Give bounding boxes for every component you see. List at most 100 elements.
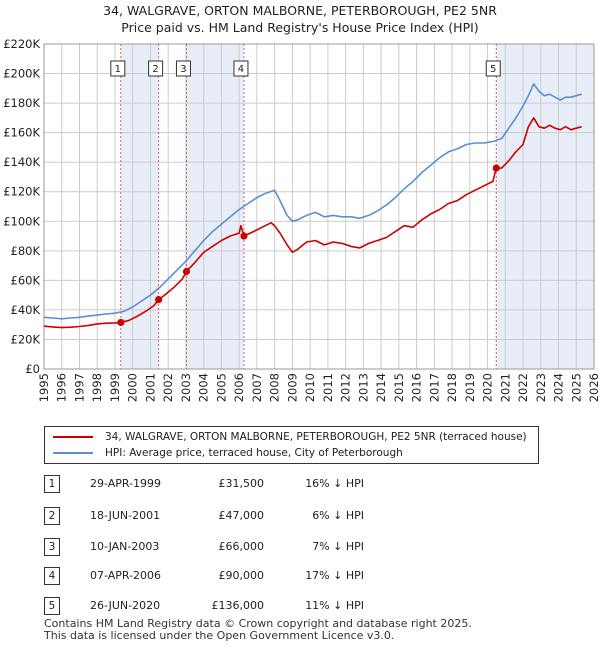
x-tick-label: 1997	[72, 373, 86, 402]
sale-point	[182, 267, 191, 276]
y-tick-label: £140K	[3, 155, 40, 169]
sale-point	[240, 232, 248, 240]
chart-title: 34, WALGRAVE, ORTON MALBORNE, PETERBOROU…	[103, 3, 497, 18]
legend-item-property: 34, WALGRAVE, ORTON MALBORNE, PETERBOROU…	[53, 429, 527, 445]
transaction-hpi-diff: 17% ↓ HPI	[305, 569, 364, 582]
legend-item-hpi: HPI: Average price, terraced house, City…	[53, 445, 403, 461]
x-tick-label: 2014	[374, 373, 388, 402]
sale-point	[155, 295, 163, 304]
x-tick-label: 2020	[481, 373, 495, 402]
legend-label-hpi: HPI: Average price, terraced house, City…	[105, 447, 403, 459]
sale-label-frame	[485, 60, 501, 77]
transaction-date: 07-APR-2006	[90, 569, 162, 582]
sale-label-number: 4	[238, 64, 244, 75]
y-tick-label: £200K	[3, 67, 40, 81]
transaction-row: 3 10-JAN-2003 £66,000 7% ↓ HPI	[44, 538, 564, 558]
y-tick-label: £0	[25, 362, 40, 376]
x-tick-label: 2005	[214, 373, 228, 402]
sale-label-number: 2	[152, 64, 158, 75]
legend-swatch-property	[53, 436, 93, 438]
transaction-price: £136,000	[211, 599, 265, 612]
price-chart: £0 £20K £40K £60K £80K £100K £120K £140K £160K £1…	[3, 37, 600, 402]
x-tick-label: 2026	[587, 373, 600, 402]
sale-label-box: 3	[175, 60, 191, 77]
plot-border	[43, 43, 595, 370]
x-tick-label: 2004	[197, 373, 211, 402]
x-tick-label: 2025	[569, 373, 583, 402]
transaction-price: £90,000	[218, 569, 265, 582]
series-line-hpi	[43, 83, 582, 320]
sale-label-box: 1	[110, 60, 126, 77]
x-tick-label: 2023	[534, 373, 548, 402]
transaction-date: 26-JUN-2020	[90, 599, 161, 612]
transaction-row: 1 29-APR-1999 £31,500 16% ↓ HPI	[44, 475, 564, 495]
x-tick-label: 2011	[321, 373, 335, 402]
x-tick-label: 2022	[516, 373, 530, 402]
transaction-price: £31,500	[218, 477, 265, 490]
sale-label-number: 5	[490, 64, 496, 75]
y-tick-label: £20K	[11, 332, 41, 346]
sale-point	[117, 318, 125, 327]
x-tick-label: 2008	[268, 373, 282, 402]
transaction-price: £47,000	[218, 509, 265, 522]
y-tick-label: £120K	[3, 185, 40, 199]
transaction-number: 5	[44, 597, 60, 615]
x-tick-label: 1999	[108, 373, 122, 402]
x-tick-label: 2001	[143, 373, 157, 402]
transaction-row: 4 07-APR-2006 £90,000 17% ↓ HPI	[44, 567, 564, 587]
x-tick-label: 2016	[410, 373, 424, 402]
shaded-range	[496, 44, 594, 369]
footer-copyright: Contains HM Land Registry data © Crown c…	[44, 617, 472, 630]
legend-label-property: 34, WALGRAVE, ORTON MALBORNE, PETERBOROU…	[105, 431, 527, 443]
x-tick-label: 1998	[90, 373, 104, 402]
y-tick-label: £40K	[11, 303, 41, 317]
y-tick-label: £100K	[3, 214, 40, 228]
x-tick-label: 2019	[463, 373, 477, 402]
y-tick-label: £180K	[3, 96, 40, 110]
transaction-number: 1	[44, 475, 60, 493]
transaction-row: 2 18-JUN-2001 £47,000 6% ↓ HPI	[44, 507, 564, 527]
x-tick-label: 2003	[179, 373, 193, 402]
transaction-hpi-diff: 11% ↓ HPI	[305, 599, 364, 612]
chart-subtitle: Price paid vs. HM Land Registry's House …	[121, 20, 479, 35]
sale-label-number: 3	[180, 64, 186, 75]
legend-swatch-hpi	[53, 452, 93, 454]
transaction-date: 10-JAN-2003	[90, 540, 160, 553]
transaction-number: 2	[44, 507, 60, 525]
footer: Contains HM Land Registry data © Crown c…	[44, 618, 472, 642]
x-tick-label: 2007	[250, 373, 264, 402]
y-tick-label: £80K	[11, 244, 41, 258]
y-tick-label: £160K	[3, 126, 40, 140]
x-tick-label: 2009	[285, 373, 299, 402]
x-tick-label: 2015	[392, 373, 406, 402]
transaction-hpi-diff: 7% ↓ HPI	[312, 540, 364, 553]
sale-label-frame	[175, 60, 191, 77]
x-tick-label: 2000	[126, 373, 140, 402]
x-tick-label: 2018	[445, 373, 459, 402]
sale-label-frame	[148, 60, 164, 77]
transaction-row: 5 26-JUN-2020 £136,000 11% ↓ HPI	[44, 597, 564, 617]
sale-label-number: 1	[115, 64, 121, 75]
sale-label-box: 4	[233, 60, 249, 77]
x-tick-label: 2021	[498, 373, 512, 402]
shaded-range	[186, 44, 244, 369]
transaction-date: 29-APR-1999	[90, 477, 162, 490]
x-tick-label: 1995	[37, 373, 51, 402]
transaction-hpi-diff: 6% ↓ HPI	[312, 509, 364, 522]
transaction-date: 18-JUN-2001	[90, 509, 161, 522]
transaction-price: £66,000	[218, 540, 265, 553]
x-tick-label: 2012	[339, 373, 353, 402]
sale-point	[492, 164, 500, 172]
sale-label-frame	[110, 60, 126, 77]
footer-license: This data is licensed under the Open Gov…	[44, 629, 395, 642]
x-tick-label: 2017	[427, 373, 441, 402]
series-line-property	[43, 117, 582, 329]
sale-label-frame	[233, 60, 249, 77]
y-tick-label: £60K	[11, 273, 41, 287]
transaction-number: 3	[44, 538, 60, 556]
sale-label-box: 2	[148, 60, 164, 77]
y-tick-label: £220K	[3, 37, 40, 51]
x-tick-label: 2010	[303, 373, 317, 402]
x-tick-label: 2024	[552, 373, 566, 402]
transaction-hpi-diff: 16% ↓ HPI	[305, 477, 364, 490]
